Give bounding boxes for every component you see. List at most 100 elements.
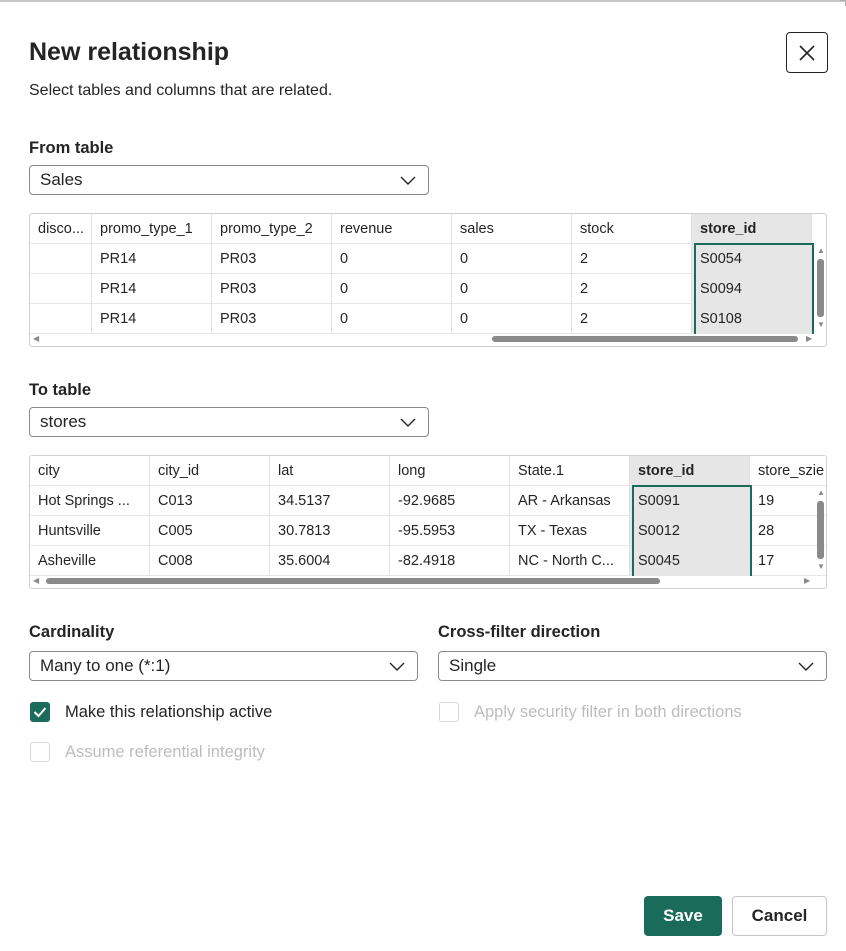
chevron-down-icon (389, 662, 405, 671)
cardinality-label: Cardinality (29, 623, 115, 641)
table-cell: PR03 (212, 274, 332, 304)
table-cell: 2 (572, 274, 692, 304)
table-row: PR14 PR03 0 0 2 S0054 (30, 244, 812, 274)
table-cell: AR - Arkansas (510, 486, 630, 516)
column-header[interactable]: disco... (30, 214, 92, 244)
scroll-down-icon[interactable]: ▼ (817, 320, 825, 329)
table-cell: PR03 (212, 244, 332, 274)
table-cell: C013 (150, 486, 270, 516)
scroll-left-icon[interactable]: ◀ (33, 576, 40, 585)
table-cell: PR03 (212, 304, 332, 334)
table-cell: C008 (150, 546, 270, 576)
table-cell: 19 (750, 486, 826, 516)
table-cell: 0 (332, 274, 452, 304)
scroll-down-icon[interactable]: ▼ (817, 562, 825, 571)
scroll-right-icon[interactable]: ▶ (804, 576, 811, 585)
table-cell: 0 (452, 244, 572, 274)
horizontal-scrollbar[interactable] (46, 578, 660, 584)
column-header[interactable]: store_id (630, 456, 750, 486)
table-cell: 2 (572, 304, 692, 334)
from-table-label: From table (29, 139, 114, 157)
column-header[interactable]: promo_type_2 (212, 214, 332, 244)
table-cell: Hot Springs ... (30, 486, 150, 516)
close-icon (799, 44, 815, 61)
table-row: Huntsville C005 30.7813 -95.5953 TX - Texas S… (30, 516, 826, 546)
cardinality-dropdown[interactable]: Many to one (*:1) (29, 651, 418, 681)
scroll-left-icon[interactable]: ◀ (33, 334, 40, 343)
checkmark-icon (33, 707, 47, 718)
column-header[interactable]: store_id (692, 214, 812, 244)
column-header[interactable]: State.1 (510, 456, 630, 486)
cancel-button[interactable]: Cancel (732, 896, 827, 936)
table-cell: 0 (332, 304, 452, 334)
table-cell: 0 (452, 274, 572, 304)
from-table-selected: Sales (40, 170, 83, 189)
scroll-right-icon[interactable]: ▶ (806, 334, 813, 343)
table-cell: -82.4918 (390, 546, 510, 576)
dialog-subtitle: Select tables and columns that are relat… (29, 82, 333, 99)
referential-integrity-label: Assume referential integrity (65, 743, 265, 761)
grid-header-row: disco... promo_type_1 promo_type_2 revenue s… (30, 214, 812, 244)
window-corner (840, 0, 846, 6)
security-filter-label: Apply security filter in both directions (474, 703, 742, 721)
save-button[interactable]: Save (644, 896, 722, 936)
window-top-border (0, 0, 846, 2)
to-table-dropdown[interactable]: stores (29, 407, 429, 437)
column-header[interactable]: revenue (332, 214, 452, 244)
vertical-scrollbar[interactable] (817, 259, 824, 317)
table-cell: PR14 (92, 304, 212, 334)
selected-column-highlight (694, 243, 814, 334)
table-cell: 17 (750, 546, 826, 576)
table-cell: 0 (452, 304, 572, 334)
from-table-preview-grid[interactable]: disco... promo_type_1 promo_type_2 revenue s… (29, 213, 827, 347)
cross-filter-selected: Single (449, 656, 497, 675)
table-cell: S0108 (692, 304, 812, 334)
column-header[interactable]: promo_type_1 (92, 214, 212, 244)
table-cell: -95.5953 (390, 516, 510, 546)
selected-column-highlight (632, 485, 752, 576)
scroll-up-icon[interactable]: ▲ (817, 246, 825, 255)
table-cell: 34.5137 (270, 486, 390, 516)
table-row: Asheville C008 35.6004 -82.4918 NC - North C… (30, 546, 826, 576)
table-row: Hot Springs ... C013 34.5137 -92.9685 AR - A… (30, 486, 826, 516)
cross-filter-label: Cross-filter direction (438, 623, 601, 641)
to-table-label: To table (29, 381, 92, 399)
chevron-down-icon (400, 418, 416, 427)
horizontal-scrollbar[interactable] (492, 336, 798, 342)
table-cell: C005 (150, 516, 270, 546)
table-cell (30, 304, 92, 334)
table-cell: S0094 (692, 274, 812, 304)
column-header[interactable]: sales (452, 214, 572, 244)
chevron-down-icon (400, 176, 416, 185)
table-cell: TX - Texas (510, 516, 630, 546)
vertical-scrollbar[interactable] (817, 501, 824, 559)
scroll-up-icon[interactable]: ▲ (817, 488, 825, 497)
referential-integrity-checkbox (30, 742, 50, 762)
close-button[interactable] (786, 32, 828, 73)
column-header[interactable]: store_szie (750, 456, 826, 486)
from-table-dropdown[interactable]: Sales (29, 165, 429, 195)
to-table-preview-grid[interactable]: city city_id lat long State.1 store_id store_s… (29, 455, 827, 589)
dialog-title: New relationship (29, 38, 230, 66)
cross-filter-dropdown[interactable]: Single (438, 651, 827, 681)
table-cell: S0054 (692, 244, 812, 274)
column-header[interactable]: long (390, 456, 510, 486)
column-header[interactable]: city_id (150, 456, 270, 486)
table-cell: PR14 (92, 244, 212, 274)
column-header[interactable]: stock (572, 214, 692, 244)
grid-header-row: city city_id lat long State.1 store_id store_s… (30, 456, 826, 486)
table-cell: S0012 (630, 516, 750, 546)
cardinality-selected: Many to one (*:1) (40, 656, 171, 675)
column-header[interactable]: city (30, 456, 150, 486)
table-cell: 28 (750, 516, 826, 546)
table-cell (30, 274, 92, 304)
table-cell (30, 244, 92, 274)
active-relationship-checkbox[interactable] (30, 702, 50, 722)
security-filter-checkbox (439, 702, 459, 722)
table-row: PR14 PR03 0 0 2 S0108 (30, 304, 812, 334)
table-cell: 2 (572, 244, 692, 274)
table-cell: Huntsville (30, 516, 150, 546)
column-header[interactable]: lat (270, 456, 390, 486)
table-cell: S0091 (630, 486, 750, 516)
active-relationship-label: Make this relationship active (65, 703, 273, 721)
